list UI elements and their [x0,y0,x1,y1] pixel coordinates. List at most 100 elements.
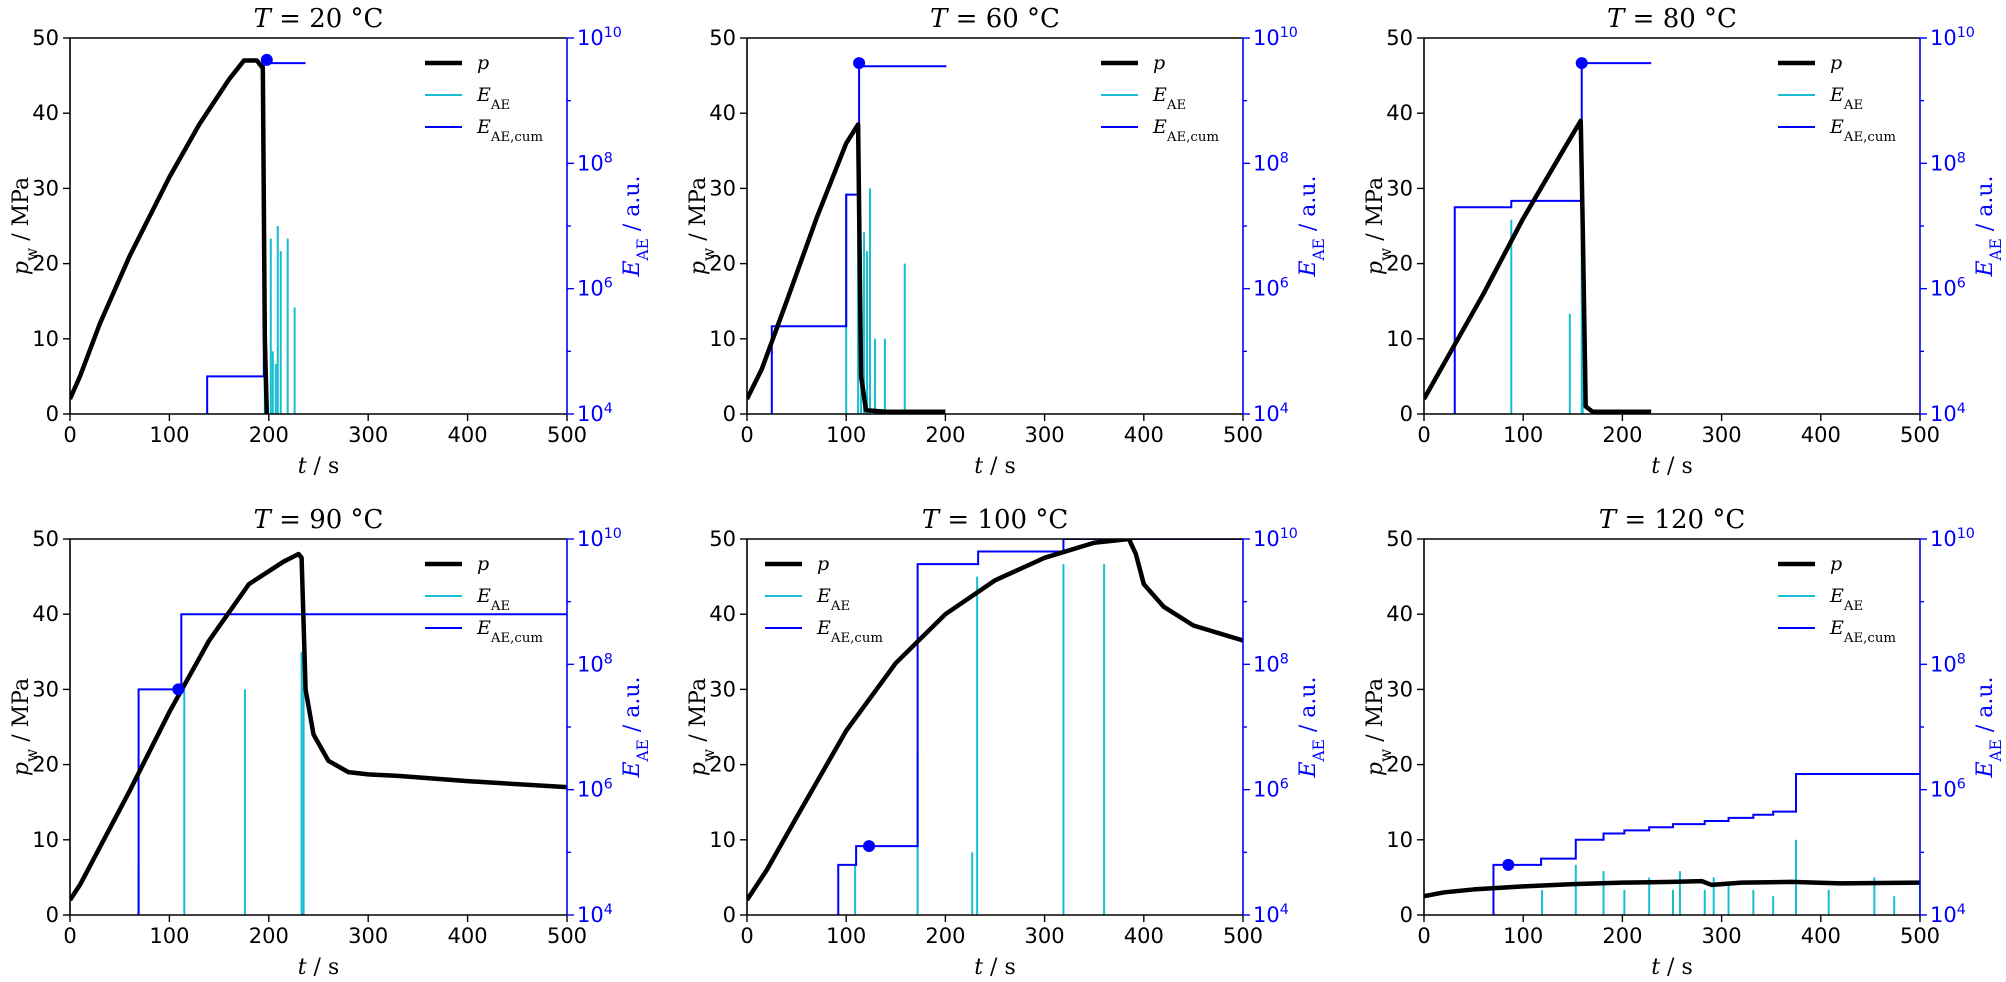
pressure-curve [70,551,567,902]
y-tick-label: 20 [32,252,59,276]
y-tick-label: 50 [32,26,59,50]
y-axis-label: pw / MPa [1363,678,1395,776]
x-tick-label: 200 [249,924,289,948]
plot-area [70,58,306,414]
plot-area [747,539,1243,915]
legend-label: p [477,52,489,74]
ae-cumulative-marker [863,840,876,853]
y-axis-label: pw / MPa [686,678,718,776]
y-tick-label: 20 [709,252,736,276]
y2-tick-label: 1010 [577,25,622,50]
y-tick-label: 0 [1400,402,1413,426]
x-tick-label: 0 [740,423,753,447]
y-tick-label: 50 [709,527,736,551]
y2-tick-label: 106 [577,777,613,802]
y-tick-label: 40 [32,602,59,626]
y-tick-label: 30 [32,176,59,200]
x-axis-label: t / s [1651,955,1693,980]
y-tick-label: 30 [1386,677,1413,701]
chart-panel-3: 0 100 200 300 400 500 0 10 20 30 40 50 104 106 108 1010… [1363,4,2005,479]
y-tick-label: 20 [1386,252,1413,276]
x-tick-label: 300 [1025,924,1065,948]
legend: p EAE EAE,cum [425,553,543,646]
y-tick-label: 40 [709,602,736,626]
pressure-curve [747,122,946,414]
legend-label: EAE,cum [1152,116,1219,145]
legend-label: EAE [476,585,510,614]
y-tick-label: 10 [709,327,736,351]
x-tick-label: 100 [1503,423,1543,447]
y2-tick-label: 104 [1930,902,1966,927]
y-tick-label: 40 [1386,101,1413,125]
pressure-curve [747,539,1243,902]
x-axis-label: t / s [298,955,340,980]
y-tick-label: 0 [1400,903,1413,927]
x-tick-label: 500 [547,423,587,447]
plot-area [747,65,947,414]
ae-cumulative-line [837,539,1243,915]
x-axis-label: t / s [1651,454,1693,479]
legend-label: p [1153,52,1165,74]
x-tick-label: 0 [63,924,76,948]
y2-tick-label: 1010 [577,526,622,551]
legend-label: EAE,cum [476,617,543,646]
y2-tick-label: 104 [1930,401,1966,426]
y2-tick-label: 106 [1253,276,1289,301]
y-tick-label: 10 [32,828,59,852]
chart-panel-6: 0 100 200 300 400 500 0 10 20 30 40 50 104 106 108 1010… [1363,505,2005,980]
legend-label: p [1830,553,1842,575]
y-tick-label: 10 [32,327,59,351]
legend: p EAE EAE,cum [1778,553,1896,646]
x-tick-label: 0 [740,924,753,948]
y2-axis-label: EAE / a.u. [1296,676,1328,778]
y2-tick-label: 104 [577,401,613,426]
x-tick-label: 500 [1223,924,1263,948]
chart-title: T = 60 °C [930,4,1060,34]
y-tick-label: 40 [1386,602,1413,626]
x-tick-label: 100 [826,423,866,447]
y-tick-label: 20 [32,753,59,777]
y2-tick-label: 108 [1253,651,1289,676]
y2-tick-label: 104 [577,902,613,927]
chart-panel-4: 0 100 200 300 400 500 0 10 20 30 40 50 104 106 108 1010… [9,505,652,980]
y-tick-label: 50 [1386,26,1413,50]
x-tick-label: 200 [925,423,965,447]
x-tick-label: 300 [348,924,388,948]
x-tick-label: 500 [547,924,587,948]
plot-area [1424,773,1920,915]
x-tick-label: 300 [1702,423,1742,447]
chart-title: T = 90 °C [254,505,384,535]
ae-cumulative-line [137,613,567,915]
y-tick-label: 30 [1386,176,1413,200]
y-tick-label: 50 [709,26,736,50]
y-tick-label: 10 [1386,828,1413,852]
legend: p EAE EAE,cum [1101,52,1219,145]
y-tick-label: 40 [32,101,59,125]
x-tick-label: 100 [1503,924,1543,948]
y-tick-label: 30 [709,176,736,200]
y2-tick-label: 104 [1253,401,1289,426]
y-tick-label: 40 [709,101,736,125]
legend-label: EAE,cum [816,617,883,646]
legend-label: EAE,cum [1829,617,1896,646]
x-tick-label: 400 [1801,924,1841,948]
y-axis-label: pw / MPa [1363,177,1395,275]
x-tick-label: 0 [1417,924,1430,948]
y2-tick-label: 1010 [1930,25,1975,50]
legend: p EAE EAE,cum [765,553,883,646]
y-tick-label: 30 [32,677,59,701]
x-tick-label: 100 [149,423,189,447]
x-tick-label: 300 [1702,924,1742,948]
chart-title: T = 20 °C [254,4,384,34]
y-tick-label: 20 [1386,753,1413,777]
y2-tick-label: 104 [1253,902,1289,927]
plot-area [1424,62,1652,414]
x-tick-label: 200 [249,423,289,447]
x-tick-label: 0 [1417,423,1430,447]
y2-tick-label: 108 [1930,150,1966,175]
y-axis-label: pw / MPa [9,678,41,776]
x-tick-label: 500 [1223,423,1263,447]
pressure-curve [1424,878,1920,899]
y2-tick-label: 106 [577,276,613,301]
